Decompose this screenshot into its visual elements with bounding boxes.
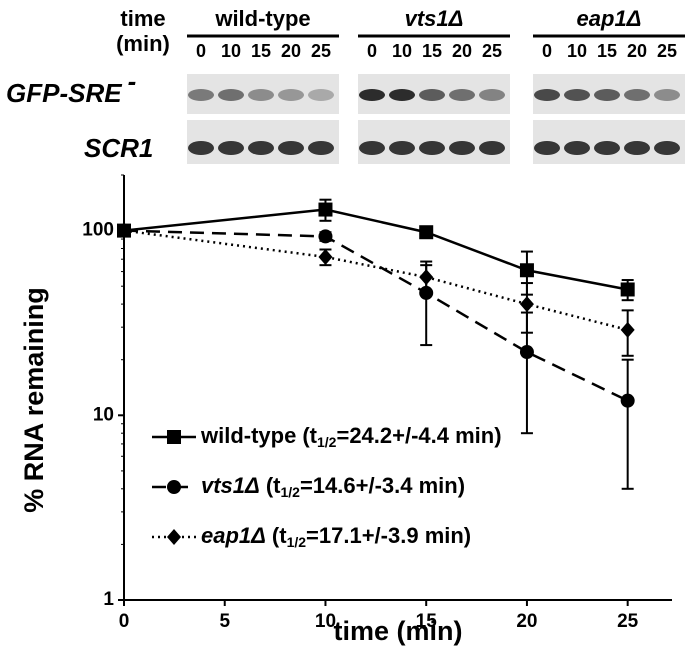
strain-label: wild-type bbox=[214, 6, 310, 31]
lane-label: 15 bbox=[251, 41, 271, 61]
marker bbox=[519, 296, 534, 313]
lane-label: 15 bbox=[597, 41, 617, 61]
lane-label: 0 bbox=[196, 41, 206, 61]
blot-band bbox=[564, 141, 590, 155]
legend-subscript: 1/2 bbox=[280, 484, 300, 500]
blot-band bbox=[594, 141, 620, 155]
lane-label: 25 bbox=[482, 41, 502, 61]
blot-band bbox=[218, 89, 244, 101]
row-label: SCR1 bbox=[84, 133, 153, 163]
legend-label: wild-type (t1/2=24.2+/-4.4 min) bbox=[200, 423, 502, 450]
marker bbox=[167, 480, 181, 494]
blot-band bbox=[534, 89, 560, 101]
y-tick-label: 10 bbox=[93, 404, 114, 425]
blot-band bbox=[654, 89, 680, 101]
blot-band bbox=[534, 141, 560, 155]
lane-label: 20 bbox=[452, 41, 472, 61]
time-label: time bbox=[120, 6, 165, 31]
blot-band bbox=[479, 89, 505, 101]
legend-subscript: 1/2 bbox=[317, 434, 337, 450]
blot-band bbox=[389, 89, 415, 101]
legend-text: (t bbox=[302, 423, 317, 448]
lane-label: 25 bbox=[311, 41, 331, 61]
blot-band bbox=[449, 141, 475, 155]
blot-band bbox=[278, 141, 304, 155]
blot-band bbox=[188, 141, 214, 155]
marker bbox=[318, 248, 333, 265]
lane-label: 0 bbox=[367, 41, 377, 61]
series-line bbox=[123, 229, 628, 332]
strain-label: vts1Δ bbox=[405, 6, 464, 31]
y-tick-label: 1 bbox=[103, 589, 114, 610]
x-tick-label: 15 bbox=[416, 611, 438, 632]
blot-band bbox=[419, 89, 445, 101]
legend-name: wild-type bbox=[200, 423, 296, 448]
lane-label: 15 bbox=[422, 41, 442, 61]
legend-text: =24.2+/-4.4 min) bbox=[336, 423, 501, 448]
blot-band bbox=[624, 89, 650, 101]
lane-label: 20 bbox=[281, 41, 301, 61]
lane-label: 10 bbox=[392, 41, 412, 61]
x-tick-label: 20 bbox=[516, 611, 537, 632]
x-axis-label: time (min) bbox=[333, 616, 462, 646]
legend-text: =17.1+/-3.9 min) bbox=[306, 523, 471, 548]
marker bbox=[519, 345, 534, 360]
x-tick-label: 10 bbox=[315, 611, 336, 632]
series-line bbox=[123, 229, 629, 402]
blot-band bbox=[594, 89, 620, 101]
y-axis-label: % RNA remaining bbox=[19, 287, 49, 513]
x-tick-label: 5 bbox=[219, 611, 230, 632]
blot-band bbox=[218, 141, 244, 155]
blot-band bbox=[359, 141, 385, 155]
marker bbox=[318, 202, 333, 217]
y-tick-label: 100 bbox=[82, 220, 114, 241]
marker bbox=[419, 269, 434, 286]
legend-label: vts1Δ (t1/2=14.6+/-3.4 min) bbox=[201, 473, 465, 500]
lane-label: 20 bbox=[627, 41, 647, 61]
lane-label: 10 bbox=[567, 41, 587, 61]
x-tick-label: 0 bbox=[119, 611, 130, 632]
strain-label: eap1Δ bbox=[577, 6, 642, 31]
marker bbox=[318, 229, 333, 244]
blot-band bbox=[248, 89, 274, 101]
marker bbox=[620, 321, 635, 338]
blot-band bbox=[449, 89, 475, 101]
blot-band bbox=[188, 89, 214, 101]
lane-label: 10 bbox=[221, 41, 241, 61]
legend-name: eap1Δ bbox=[201, 523, 266, 548]
blot-band bbox=[278, 89, 304, 101]
marker bbox=[167, 430, 181, 444]
marker bbox=[519, 263, 534, 278]
legend-name: vts1Δ bbox=[201, 473, 260, 498]
series-line bbox=[123, 208, 628, 291]
blot-band bbox=[479, 141, 505, 155]
blot-band bbox=[564, 89, 590, 101]
legend-text: =14.6+/-3.4 min) bbox=[300, 473, 465, 498]
blot-band bbox=[308, 141, 334, 155]
legend-label: eap1Δ (t1/2=17.1+/-3.9 min) bbox=[201, 523, 471, 550]
lane-label: 25 bbox=[657, 41, 677, 61]
blot-band bbox=[248, 141, 274, 155]
blot-band bbox=[389, 141, 415, 155]
marker bbox=[620, 393, 635, 408]
marker bbox=[419, 285, 434, 300]
marker bbox=[620, 282, 635, 297]
blot-band bbox=[624, 141, 650, 155]
x-tick-label: 25 bbox=[617, 611, 639, 632]
legend-text: (t bbox=[272, 523, 287, 548]
marker bbox=[419, 225, 434, 240]
blot-band bbox=[308, 89, 334, 101]
blot-band bbox=[419, 141, 445, 155]
marker bbox=[167, 529, 181, 545]
blot-band bbox=[359, 89, 385, 101]
row-label: GFP-SRE - bbox=[6, 66, 136, 108]
legend-text: (t bbox=[266, 473, 281, 498]
legend-subscript: 1/2 bbox=[287, 534, 307, 550]
time-unit: (min) bbox=[116, 31, 170, 56]
blot-band bbox=[654, 141, 680, 155]
lane-label: 0 bbox=[542, 41, 552, 61]
marker bbox=[117, 222, 131, 239]
